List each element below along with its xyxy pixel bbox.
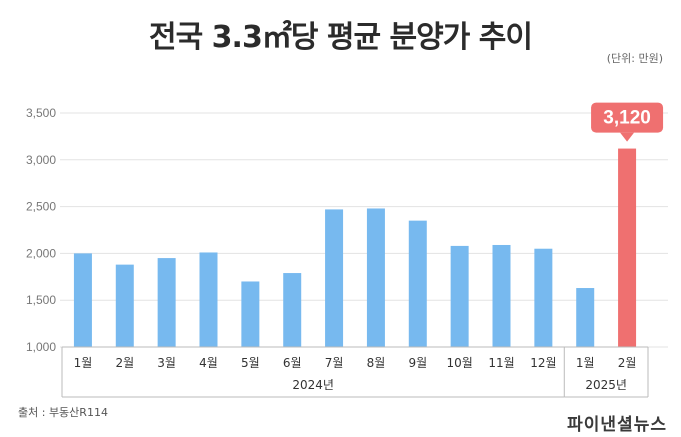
- group-label: 2024년: [292, 378, 334, 392]
- bar: [325, 209, 344, 347]
- watermark-logo: 파이낸셜뉴스: [567, 415, 667, 435]
- callout-pointer: [620, 132, 635, 142]
- y-tick-label: 3,500: [26, 106, 56, 120]
- source-note: 출처 : 부동산R114: [18, 406, 108, 419]
- y-tick-label: 1,500: [26, 293, 56, 307]
- x-tick-label: 3월: [157, 356, 176, 370]
- unit-note: (단위: 만원): [606, 52, 663, 65]
- x-tick-label: 1월: [576, 356, 595, 370]
- x-tick-label: 2월: [115, 356, 134, 370]
- bar: [408, 220, 427, 347]
- x-tick-label: 7월: [325, 356, 344, 370]
- callout-label: 3,120: [603, 108, 651, 129]
- bar: [534, 248, 553, 347]
- y-tick-label: 3,000: [26, 153, 56, 167]
- bar: [450, 245, 469, 347]
- callout-box: [591, 102, 664, 133]
- x-tick-label: 2월: [618, 356, 637, 370]
- x-tick-label: 10월: [446, 356, 472, 370]
- bar: [115, 264, 134, 347]
- y-tick-label: 2,500: [26, 200, 56, 214]
- bar: [199, 252, 218, 347]
- group-label: 2025년: [585, 378, 627, 392]
- x-tick-label: 9월: [408, 356, 427, 370]
- x-tick-label: 12월: [530, 356, 556, 370]
- bar: [157, 258, 176, 347]
- bar: [618, 148, 637, 347]
- x-tick-label: 6월: [283, 356, 302, 370]
- bar: [576, 288, 595, 347]
- chart-title: 전국 3.3㎡당 평균 분양가 추이: [149, 20, 533, 55]
- bar: [73, 253, 92, 347]
- x-tick-label: 4월: [199, 356, 218, 370]
- bar: [366, 208, 385, 347]
- bar: [241, 281, 260, 347]
- x-tick-label: 11월: [488, 356, 514, 370]
- bar: [283, 273, 302, 347]
- y-tick-label: 1,000: [26, 340, 56, 354]
- x-tick-label: 5월: [241, 356, 260, 370]
- bar: [492, 244, 511, 347]
- x-tick-label: 1월: [74, 356, 93, 370]
- y-tick-label: 2,000: [26, 246, 56, 260]
- x-tick-label: 8월: [367, 356, 386, 370]
